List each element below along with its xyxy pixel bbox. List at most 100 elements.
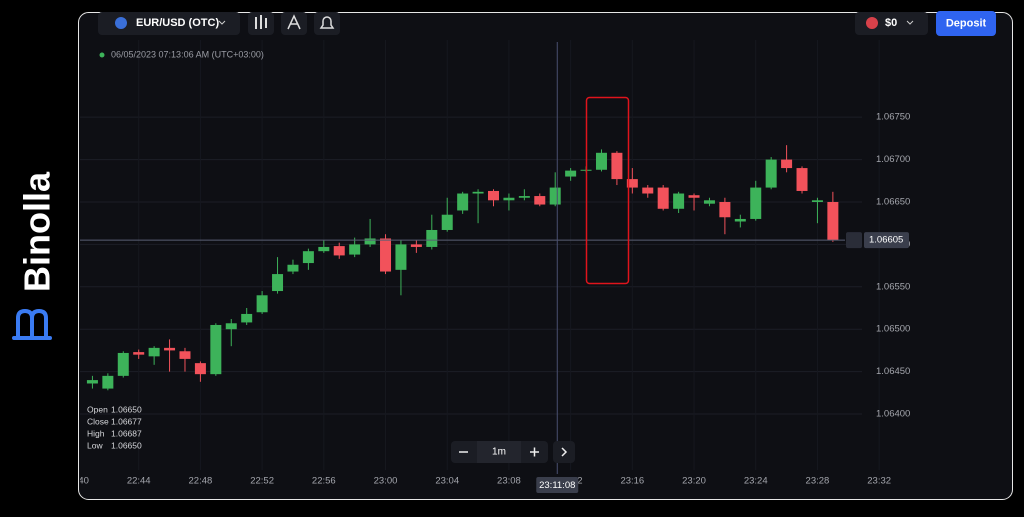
- live-dot: [99, 52, 105, 58]
- chart-area: 22:40 22:44 22:48 22:52 22:56 23:00 23:04 23:08…: [65, 40, 891, 487]
- ohlc-label: High: [87, 428, 105, 438]
- candle-body: [441, 214, 453, 230]
- dropdown-arrow: [906, 20, 914, 25]
- pair-name: EUR/USD (OTC): [136, 17, 219, 29]
- x-tick-label: 22:48: [189, 476, 213, 487]
- ohlc-label: Open: [87, 404, 108, 414]
- candle-body: [796, 168, 808, 191]
- candle-body: [765, 159, 777, 188]
- candle-body: [534, 196, 546, 205]
- ohlc-value: 1.06650: [111, 404, 142, 414]
- candle-body: [781, 159, 793, 169]
- pair-flag: [115, 17, 127, 29]
- chart-type-icon: [255, 15, 267, 29]
- candle-body: [488, 190, 499, 201]
- x-tick-label: 23:08: [497, 476, 521, 487]
- candle-body: [380, 238, 392, 272]
- x-tick-label: 23:04: [435, 476, 459, 487]
- scroll-icon: [561, 447, 568, 457]
- candle-body: [194, 363, 206, 375]
- crosshair-time: 23:11:08: [539, 480, 575, 491]
- current-price: 1.06605: [869, 235, 903, 246]
- candle-body: [164, 347, 176, 351]
- candle-body: [719, 201, 731, 218]
- brand-name: Binolla: [17, 171, 58, 292]
- candle-body: [179, 351, 191, 359]
- candle-body: [827, 201, 839, 241]
- candle-body: [703, 200, 715, 204]
- interval-box[interactable]: [477, 441, 521, 463]
- candle-body: [688, 195, 700, 198]
- candle-body: [503, 197, 515, 201]
- candle-body: [565, 170, 577, 177]
- candle-body: [349, 244, 361, 255]
- candle-body: [734, 218, 746, 222]
- candle-body: [210, 324, 222, 375]
- candle-body: [673, 193, 685, 209]
- y-tick-label: 1.06700: [876, 154, 910, 165]
- candle-body: [426, 229, 438, 247]
- candle-body: [518, 196, 530, 198]
- deposit-label: Deposit: [946, 17, 987, 29]
- candle-body: [86, 380, 98, 384]
- app-frame: [78, 12, 1013, 500]
- dropdown-arrow: [218, 20, 226, 25]
- ohlc-label: Close: [87, 416, 109, 426]
- candle-body: [333, 246, 345, 256]
- candle-body: [148, 347, 160, 357]
- candle-body: [318, 246, 330, 252]
- pair-selector[interactable]: [98, 12, 240, 35]
- y-tick-label: 1.06750: [876, 112, 910, 123]
- candle-body: [595, 152, 607, 170]
- x-tick-label: 23:20: [682, 476, 706, 487]
- candle-body: [626, 179, 638, 188]
- alert-button[interactable]: [314, 12, 340, 35]
- candle-body: [611, 152, 623, 180]
- candle-body: [225, 323, 237, 330]
- y-tick-label: 1.06450: [876, 366, 910, 377]
- y-tick-label: 1.06550: [876, 281, 910, 292]
- x-tick-label: 23:32: [867, 476, 891, 487]
- account-flag: [866, 17, 878, 29]
- candle-body: [241, 313, 253, 323]
- x-tick-label: 23:24: [744, 476, 768, 487]
- candle-body: [395, 244, 407, 270]
- balance: $0: [885, 17, 897, 29]
- x-tick-label: 22:56: [312, 476, 336, 487]
- candle-body: [410, 244, 422, 247]
- y-tick-label: 1.06400: [876, 409, 910, 420]
- candle-body: [811, 200, 823, 202]
- crosshair-tag: [536, 477, 579, 493]
- x-tick-label: 23:16: [620, 476, 644, 487]
- x-tick-label: 23:28: [806, 476, 830, 487]
- candle-body: [364, 238, 376, 245]
- candle-body: [256, 295, 268, 313]
- candle-body: [302, 251, 314, 264]
- interval: 1m: [492, 447, 506, 458]
- deposit-button[interactable]: [936, 11, 996, 36]
- brand-logo: [12, 308, 52, 340]
- candle-body: [750, 187, 762, 219]
- scroll-button[interactable]: [553, 441, 575, 463]
- x-tick-label: 22:40: [65, 476, 89, 487]
- candle-body: [642, 187, 654, 194]
- candle-body: [133, 352, 145, 355]
- zoom-in[interactable]: [530, 447, 539, 457]
- ohlc-value: 1.06677: [111, 416, 142, 426]
- draw-icon: [287, 14, 301, 30]
- y-tick-label: 1.06650: [876, 197, 910, 208]
- alert-add-icon[interactable]: [846, 232, 862, 249]
- ohlc-value: 1.06650: [111, 440, 142, 450]
- candle-body: [102, 375, 114, 389]
- timestamp: 06/05/2023 07:13:06 AM (UTC+03:00): [111, 49, 264, 59]
- current-price-tag: [864, 232, 909, 249]
- highlight-box: [585, 96, 630, 285]
- y-tick-label: 1.06500: [876, 324, 910, 335]
- alert-icon: [319, 16, 335, 29]
- candle-body: [117, 352, 129, 376]
- candle-body: [472, 191, 484, 194]
- x-tick-label: 23:00: [374, 476, 398, 487]
